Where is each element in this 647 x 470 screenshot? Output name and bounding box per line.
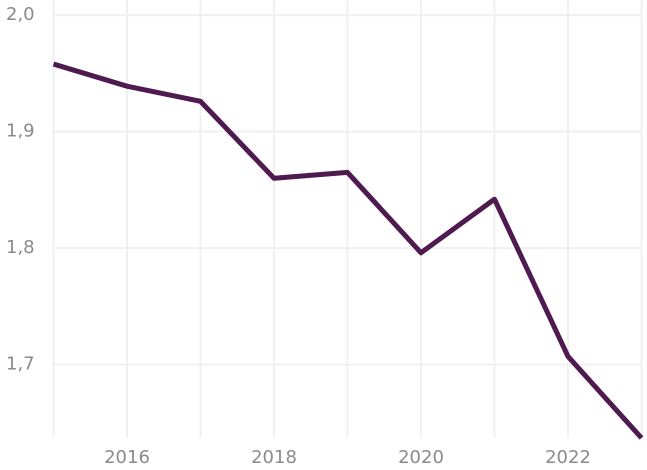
y-tick-label: 1,8	[6, 237, 35, 258]
y-tick-label: 1,9	[6, 121, 35, 142]
x-tick-label: 2020	[398, 447, 444, 466]
line	[52, 61, 644, 440]
x-tick-label: 2022	[545, 447, 591, 466]
y-tick-label: 1,7	[6, 354, 35, 375]
y-tick-label: 2,0	[6, 4, 35, 25]
x-tick-label: 2018	[251, 447, 297, 466]
x-tick-label: 2016	[104, 447, 150, 466]
